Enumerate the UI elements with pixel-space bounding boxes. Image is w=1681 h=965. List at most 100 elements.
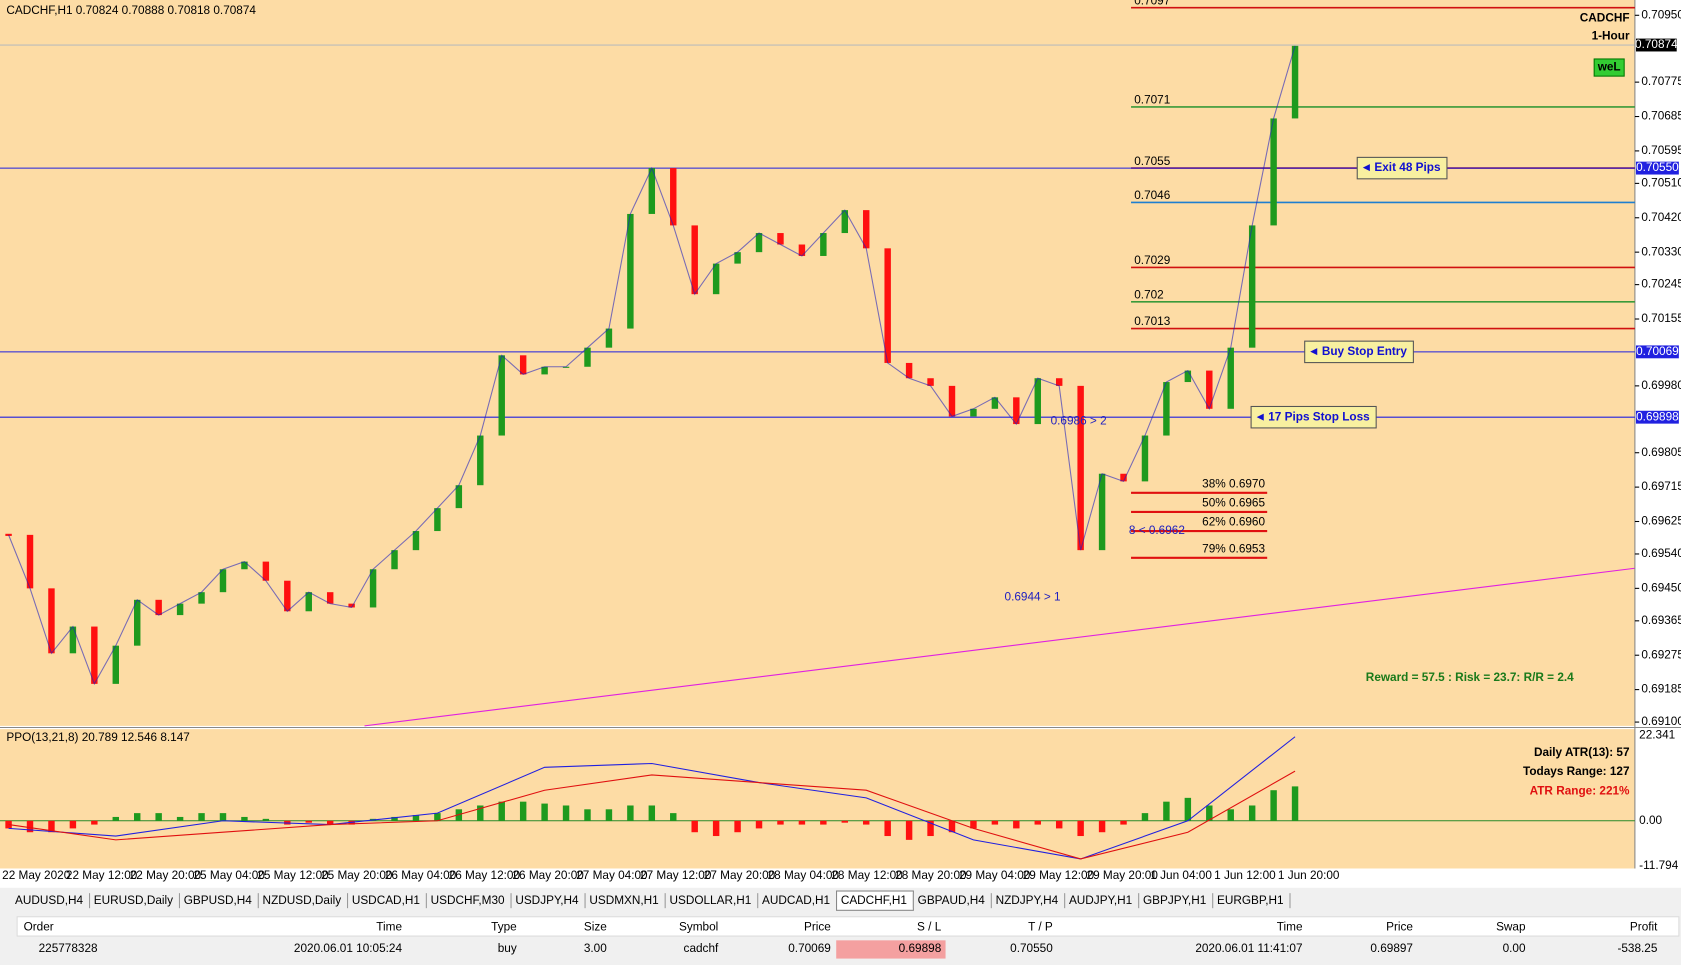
trade-note: Buy Stop Entry	[1322, 345, 1408, 358]
hist-bar	[26, 820, 34, 833]
hist-bar	[241, 816, 248, 821]
hist-bar	[69, 820, 77, 829]
candle	[734, 252, 741, 264]
cell: 2020.06.01 11:41:07	[1195, 942, 1302, 955]
tab[interactable]: CADCHF,H1	[841, 894, 907, 907]
candle	[1141, 435, 1149, 482]
candle	[1291, 45, 1299, 119]
candle	[262, 561, 270, 581]
candle	[26, 534, 34, 589]
x-label: 26 May 20:00	[512, 869, 584, 882]
axis-label-bg	[1635, 410, 1679, 424]
tab[interactable]: USDOLLAR,H1	[669, 894, 751, 907]
note-box	[1250, 405, 1377, 429]
hist-bar	[584, 809, 591, 821]
candle	[1120, 473, 1127, 482]
candle	[48, 588, 55, 654]
y-tick-label: 0.70510	[1641, 176, 1681, 189]
candle	[970, 408, 977, 417]
tab[interactable]: AUDUSD,H4	[15, 894, 84, 907]
annotation: 0.6944 > 1	[1005, 590, 1061, 603]
x-label: 22 May 2020	[2, 869, 71, 882]
y-tick-label: 0.70595	[1641, 144, 1681, 157]
header-info: CADCHF,H1 0.70824 0.70888 0.70818 0.7087…	[6, 4, 256, 17]
candle	[1163, 382, 1170, 436]
tab[interactable]: NZDJPY,H4	[996, 894, 1059, 907]
current-price-bg	[1635, 38, 1677, 52]
trade-note: 17 Pips Stop Loss	[1268, 410, 1370, 423]
badge-bg	[1593, 58, 1625, 77]
price-path	[8, 45, 1296, 686]
candle	[498, 355, 505, 436]
candle	[198, 592, 205, 604]
tab[interactable]: NZDUSD,Daily	[263, 894, 342, 907]
col-header: Swap	[1496, 921, 1526, 934]
indicator-bg	[0, 729, 1635, 869]
hist-bar	[519, 801, 527, 821]
x-label: 26 May 04:00	[385, 869, 457, 882]
x-label: 1 Jun 12:00	[1214, 869, 1276, 882]
tab[interactable]: EURUSD,Daily	[94, 894, 173, 907]
x-label: 25 May 04:00	[194, 869, 266, 882]
tab[interactable]: AUDJPY,H1	[1069, 894, 1132, 907]
cell: 0.69897	[1370, 942, 1413, 955]
hist-bar	[970, 820, 977, 829]
tab[interactable]: USDCHF,M30	[431, 894, 505, 907]
hist-bar	[91, 820, 98, 825]
candle	[584, 347, 591, 367]
tab[interactable]: EURGBP,H1	[1217, 894, 1284, 907]
cell: 0.70069	[788, 942, 831, 955]
tab[interactable]: USDJPY,H4	[515, 894, 579, 907]
hist-bar	[262, 818, 270, 821]
candle	[69, 626, 77, 654]
hist-bar	[948, 820, 956, 833]
col-header: Type	[491, 921, 517, 934]
candle	[1248, 225, 1256, 348]
axis-label-bg	[1635, 161, 1679, 175]
hist-bar	[198, 813, 205, 821]
hist-bar	[991, 820, 999, 825]
y-tick-label: 0.70420	[1641, 211, 1681, 224]
candle	[1055, 378, 1063, 386]
hist-bar	[884, 820, 891, 837]
tab[interactable]: AUDCAD,H1	[762, 894, 830, 907]
annotation: 0.6986 > 2	[1051, 414, 1107, 427]
y-tick-label: 0.69275	[1641, 648, 1681, 661]
x-label: 22 May 20:00	[130, 869, 202, 882]
y-tick-label: 0.69540	[1641, 547, 1681, 560]
hist-bar	[1291, 786, 1299, 821]
hist-bar	[1163, 801, 1170, 821]
level-label: 0.7055	[1134, 155, 1170, 168]
hist-bar	[670, 813, 677, 821]
cell: 0.70550	[1010, 942, 1053, 955]
hist-bar	[1206, 805, 1213, 821]
candle	[326, 592, 334, 604]
candle	[820, 233, 827, 256]
hist-bar	[326, 820, 334, 825]
candle	[305, 592, 312, 612]
tab[interactable]: USDCAD,H1	[352, 894, 420, 907]
table-header	[16, 916, 1680, 937]
tab[interactable]: USDMXN,H1	[589, 894, 658, 907]
hist-bar	[541, 803, 548, 821]
summary: Reward = 57.5 : Risk = 23.7: R/R = 2.4	[1366, 671, 1574, 684]
tab[interactable]: GBPUSD,H4	[184, 894, 253, 907]
candle	[1034, 378, 1041, 425]
candle	[134, 599, 141, 646]
candle	[391, 550, 398, 570]
hist-bar	[1227, 809, 1234, 821]
trade-note: Exit 48 Pips	[1374, 161, 1441, 174]
x-label: 28 May 20:00	[895, 869, 967, 882]
candle	[348, 603, 355, 608]
candle	[798, 244, 806, 256]
candle	[712, 263, 720, 295]
candle	[1227, 347, 1234, 409]
tab[interactable]: GBPJPY,H1	[1143, 894, 1206, 907]
candle	[691, 225, 698, 295]
candle	[241, 561, 248, 570]
note-box	[1304, 340, 1414, 364]
tab[interactable]: GBPAUD,H4	[918, 894, 986, 907]
col-header: Time	[376, 921, 402, 934]
hist-bar	[627, 805, 634, 821]
candle	[841, 210, 849, 234]
